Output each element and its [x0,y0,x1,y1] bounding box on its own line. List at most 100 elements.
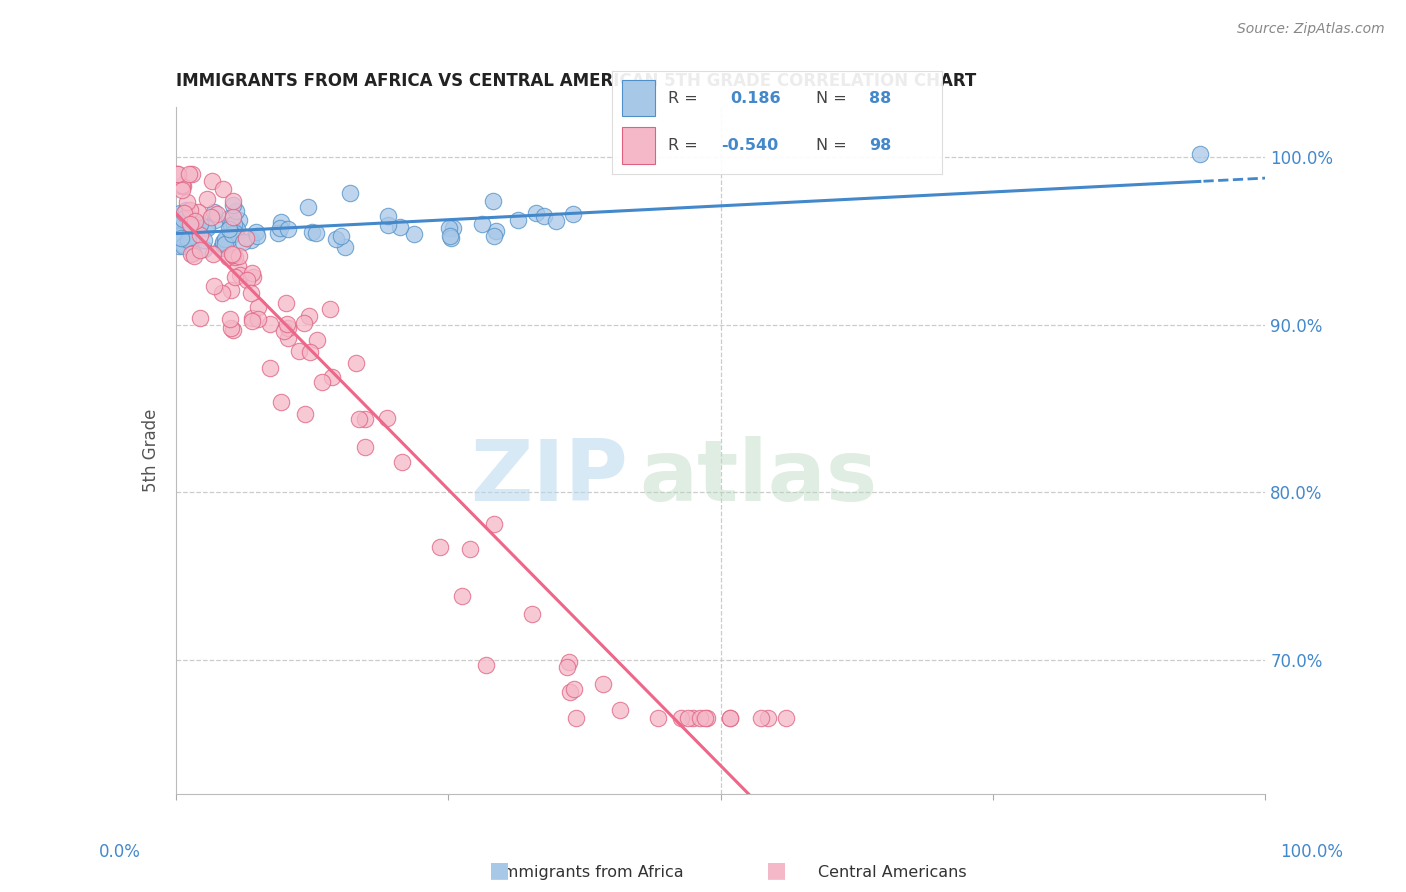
Point [524,206,547,220]
Point [273,324,295,338]
Point [325,231,347,245]
Point [167,228,190,243]
Point [321,369,343,384]
Point [266,226,288,240]
Point [718,711,741,725]
Point [184,219,207,233]
Point [172,211,194,226]
Point [195,192,218,206]
Point [221,227,243,241]
Point [180,167,202,181]
Text: N =: N = [817,90,848,105]
Text: ■: ■ [489,860,509,880]
Point [226,222,249,236]
FancyBboxPatch shape [621,79,655,117]
Point [458,541,481,556]
Point [218,232,240,246]
Point [1189,147,1212,161]
Point [482,194,505,208]
Text: 100.0%: 100.0% [1279,843,1343,861]
Point [240,233,263,247]
Point [277,222,299,236]
Point [167,238,190,252]
Point [181,246,204,260]
Point [269,220,291,235]
Point [166,167,188,181]
Point [219,219,242,233]
Text: R =: R = [668,90,697,105]
Point [292,316,315,330]
Point [242,270,264,285]
Point [214,232,236,246]
Point [520,607,543,621]
Point [166,218,188,232]
FancyBboxPatch shape [621,127,655,163]
Point [247,312,270,326]
Point [188,217,211,231]
Point [207,207,229,221]
Point [222,323,245,337]
Point [188,228,211,243]
Point [246,300,269,314]
Point [169,216,191,230]
Point [177,233,200,247]
Point [172,178,194,193]
Point [354,412,377,426]
Point [179,202,201,217]
Point [167,222,190,236]
Point [259,317,281,331]
Point [451,589,474,603]
Point [475,658,498,673]
Point [180,246,202,260]
Point [184,213,207,227]
Point [169,206,191,220]
Point [555,660,578,674]
Point [546,214,568,228]
Point [669,711,692,725]
Point [277,321,299,335]
Text: 0.0%: 0.0% [98,843,141,861]
Point [592,676,614,690]
Point [183,216,205,230]
Point [354,441,377,455]
Point [195,221,218,235]
Point [235,231,257,245]
Point [226,259,249,273]
Point [561,207,583,221]
Point [180,219,202,233]
Point [391,455,413,469]
Point [177,216,200,230]
Point [212,235,235,249]
Point [194,220,217,235]
Point [239,286,262,301]
Point [183,248,205,262]
Point [471,217,494,231]
Text: N =: N = [817,137,848,153]
Point [229,268,252,282]
Text: 98: 98 [869,137,891,153]
Point [209,241,232,255]
Point [693,711,716,725]
Text: 0.186: 0.186 [731,90,782,105]
Point [305,333,328,347]
Point [170,231,193,245]
Point [533,209,555,223]
Point [270,394,292,409]
Point [222,194,245,208]
Point [441,220,464,235]
Point [188,311,211,326]
Text: -0.540: -0.540 [721,137,778,153]
Point [214,237,236,252]
Point [184,224,207,238]
Point [329,228,352,243]
Text: ■: ■ [766,860,786,880]
Point [176,194,198,209]
Point [177,167,200,181]
Point [240,266,263,280]
Point [347,412,370,426]
Point [339,186,361,200]
Point [202,205,225,219]
Point [179,217,201,231]
Point [437,221,460,235]
Point [676,711,699,725]
